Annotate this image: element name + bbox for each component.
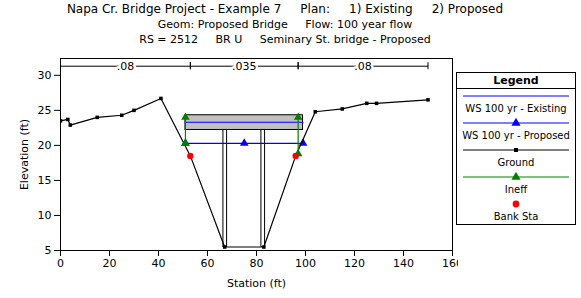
html-text:Napa Cr. Bridge Project - Exam: Napa Cr. Bridge Project - Example 7 Plan… [66,2,504,16]
svg-text:120: 120 [344,257,365,270]
svg-text:80: 80 [250,257,264,270]
html-text:RS = 2512 BR U Seminary St. br: RS = 2512 BR U Seminary St. bridge - Pro… [139,33,431,46]
svg-text:160: 160 [442,257,458,270]
svg-text:.035: .035 [232,60,257,73]
html-text:Bank Sta: Bank Sta [493,211,539,222]
svg-text:15: 15 [38,174,52,187]
html-text:Ineff: Ineff [504,184,528,195]
svg-text:Elevation (ft): Elevation (ft) [18,119,31,190]
svg-text:60: 60 [201,257,215,270]
svg-text:5: 5 [45,244,52,257]
html-text:WS 100 yr - Proposed: WS 100 yr - Proposed [462,130,570,141]
svg-text:Station (ft): Station (ft) [227,277,286,290]
html-text:Ground: Ground [497,157,535,168]
svg-text:40: 40 [152,257,166,270]
svg-text:0: 0 [57,257,64,270]
svg-text:100: 100 [295,257,316,270]
html-text:Legend: Legend [493,74,539,87]
svg-text:25: 25 [38,104,52,117]
svg-text:140: 140 [393,257,414,270]
svg-text:20: 20 [103,257,117,270]
html-text:Geom: Proposed Bridge Flow: 10: Geom: Proposed Bridge Flow: 100 year flo… [157,18,413,31]
svg-text:10: 10 [38,209,52,222]
svg-text:.08: .08 [117,60,135,73]
svg-text:.08: .08 [354,60,372,73]
html-text:WS 100 yr - Existing: WS 100 yr - Existing [465,103,567,114]
svg-text:20: 20 [38,139,52,152]
svg-text:30: 30 [38,69,52,82]
